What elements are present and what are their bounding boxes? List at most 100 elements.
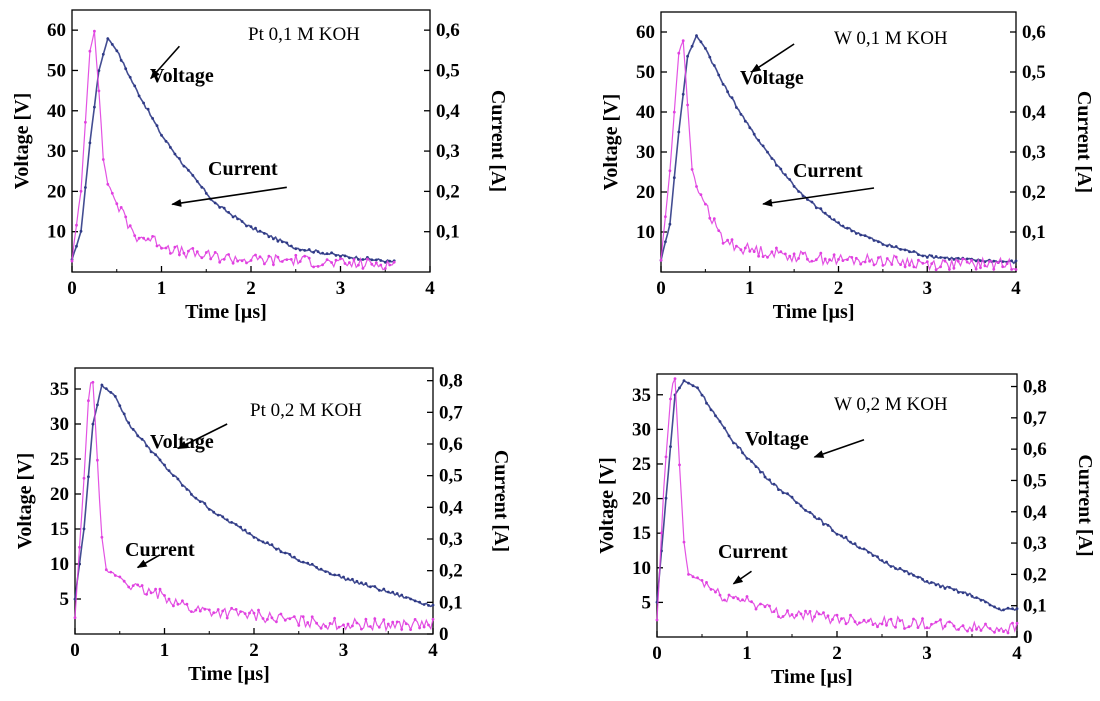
data-point-voltage bbox=[835, 532, 839, 536]
data-point-voltage bbox=[961, 591, 965, 595]
data-point-current bbox=[388, 263, 392, 267]
y2-tick-label: 0,8 bbox=[439, 371, 463, 392]
data-point-voltage bbox=[745, 457, 749, 460]
data-point-current bbox=[230, 606, 234, 610]
annotation-arrow-voltage bbox=[813, 438, 865, 458]
data-point-voltage bbox=[768, 478, 771, 482]
data-point-current bbox=[828, 258, 831, 262]
data-point-current bbox=[252, 611, 256, 615]
data-point-current bbox=[934, 268, 938, 272]
data-point-current bbox=[283, 618, 287, 622]
data-point-voltage bbox=[766, 150, 769, 154]
data-point-current bbox=[93, 29, 96, 33]
data-point-voltage bbox=[668, 222, 672, 226]
data-point-current bbox=[131, 584, 135, 587]
data-point-voltage bbox=[952, 588, 956, 592]
data-point-current bbox=[172, 604, 175, 608]
data-point-current bbox=[198, 609, 202, 613]
data-point-voltage bbox=[104, 387, 108, 390]
data-point-current bbox=[263, 262, 266, 266]
data-point-current bbox=[894, 625, 897, 629]
data-point-voltage bbox=[133, 84, 137, 88]
y2-tick-label: 0,1 bbox=[439, 592, 463, 613]
y-tick-label: 60 bbox=[47, 20, 66, 41]
data-point-voltage bbox=[1015, 607, 1019, 611]
data-point-current bbox=[222, 257, 226, 261]
data-point-voltage bbox=[772, 482, 776, 486]
data-point-current bbox=[346, 622, 350, 626]
data-point-current bbox=[307, 256, 311, 260]
data-point-voltage bbox=[348, 256, 351, 260]
data-point-voltage bbox=[686, 54, 689, 58]
data-point-current bbox=[334, 258, 338, 262]
y2-tick-label: 0,7 bbox=[439, 402, 463, 423]
data-point-voltage bbox=[930, 254, 934, 258]
data-point-voltage bbox=[248, 532, 251, 535]
data-point-current bbox=[727, 593, 731, 597]
data-point-voltage bbox=[814, 206, 818, 210]
data-point-current bbox=[343, 262, 347, 265]
data-point-current bbox=[101, 158, 105, 161]
data-point-voltage bbox=[306, 561, 310, 565]
data-point-current bbox=[209, 257, 213, 261]
data-point-voltage bbox=[934, 255, 938, 258]
x-tick-label: 4 bbox=[428, 640, 438, 661]
data-point-current bbox=[261, 617, 265, 620]
data-point-current bbox=[136, 583, 140, 587]
data-point-current bbox=[351, 624, 354, 628]
y2-tick-label: 0,2 bbox=[1023, 564, 1047, 585]
data-point-current bbox=[885, 257, 889, 260]
data-point-current bbox=[243, 612, 247, 615]
data-point-voltage bbox=[167, 469, 171, 472]
data-point-voltage bbox=[158, 458, 162, 462]
y-tick-label: 40 bbox=[47, 101, 66, 122]
data-point-voltage bbox=[695, 34, 698, 38]
data-point-voltage bbox=[862, 547, 866, 551]
data-point-current bbox=[163, 594, 166, 597]
data-point-voltage bbox=[1006, 606, 1010, 610]
data-point-voltage bbox=[93, 105, 96, 109]
chart-panel-3: 0 1 2 3 4 5 10 15 20 25 30 35 0 0,1 0,2 0,3 0,4 0,5 0,6 0,7… bbox=[14, 367, 512, 685]
data-point-current bbox=[817, 612, 821, 616]
data-point-current bbox=[934, 620, 938, 624]
data-point-voltage bbox=[301, 560, 305, 564]
data-point-current bbox=[97, 89, 101, 93]
data-point-current bbox=[695, 185, 698, 188]
y2-tick-label: 0 bbox=[439, 624, 449, 645]
data-point-current bbox=[939, 265, 942, 269]
data-point-voltage bbox=[832, 218, 836, 222]
data-point-voltage bbox=[872, 239, 876, 242]
data-point-current bbox=[227, 253, 231, 256]
data-point-current bbox=[312, 265, 315, 269]
data-point-current bbox=[200, 256, 204, 260]
data-point-voltage bbox=[877, 240, 880, 244]
data-point-voltage bbox=[917, 253, 920, 256]
data-point-current bbox=[364, 617, 368, 621]
data-point-current bbox=[743, 246, 747, 250]
y2-tick-label: 0,2 bbox=[439, 561, 463, 582]
data-point-voltage bbox=[218, 206, 222, 209]
data-point-current bbox=[181, 599, 184, 603]
data-point-voltage bbox=[118, 404, 122, 408]
data-point-voltage bbox=[709, 408, 713, 412]
data-point-current bbox=[203, 607, 207, 611]
data-point-current bbox=[128, 224, 132, 228]
data-point-voltage bbox=[263, 232, 266, 235]
y-axis-label: Voltage [V] bbox=[11, 93, 33, 189]
data-point-voltage bbox=[781, 491, 785, 495]
data-point-current bbox=[704, 202, 707, 206]
data-point-voltage bbox=[898, 567, 902, 570]
y-tick-label: 30 bbox=[636, 142, 655, 163]
data-point-current bbox=[379, 263, 383, 267]
data-point-current bbox=[732, 596, 735, 600]
data-point-voltage bbox=[841, 224, 845, 228]
data-point-current bbox=[673, 377, 677, 381]
data-point-voltage bbox=[382, 587, 386, 591]
data-point-current bbox=[239, 610, 243, 613]
data-point-voltage bbox=[797, 190, 800, 193]
x-tick-label: 3 bbox=[923, 278, 933, 299]
data-point-current bbox=[669, 397, 672, 401]
data-point-voltage bbox=[988, 603, 992, 607]
data-point-current bbox=[988, 627, 992, 630]
data-point-current bbox=[366, 257, 369, 261]
